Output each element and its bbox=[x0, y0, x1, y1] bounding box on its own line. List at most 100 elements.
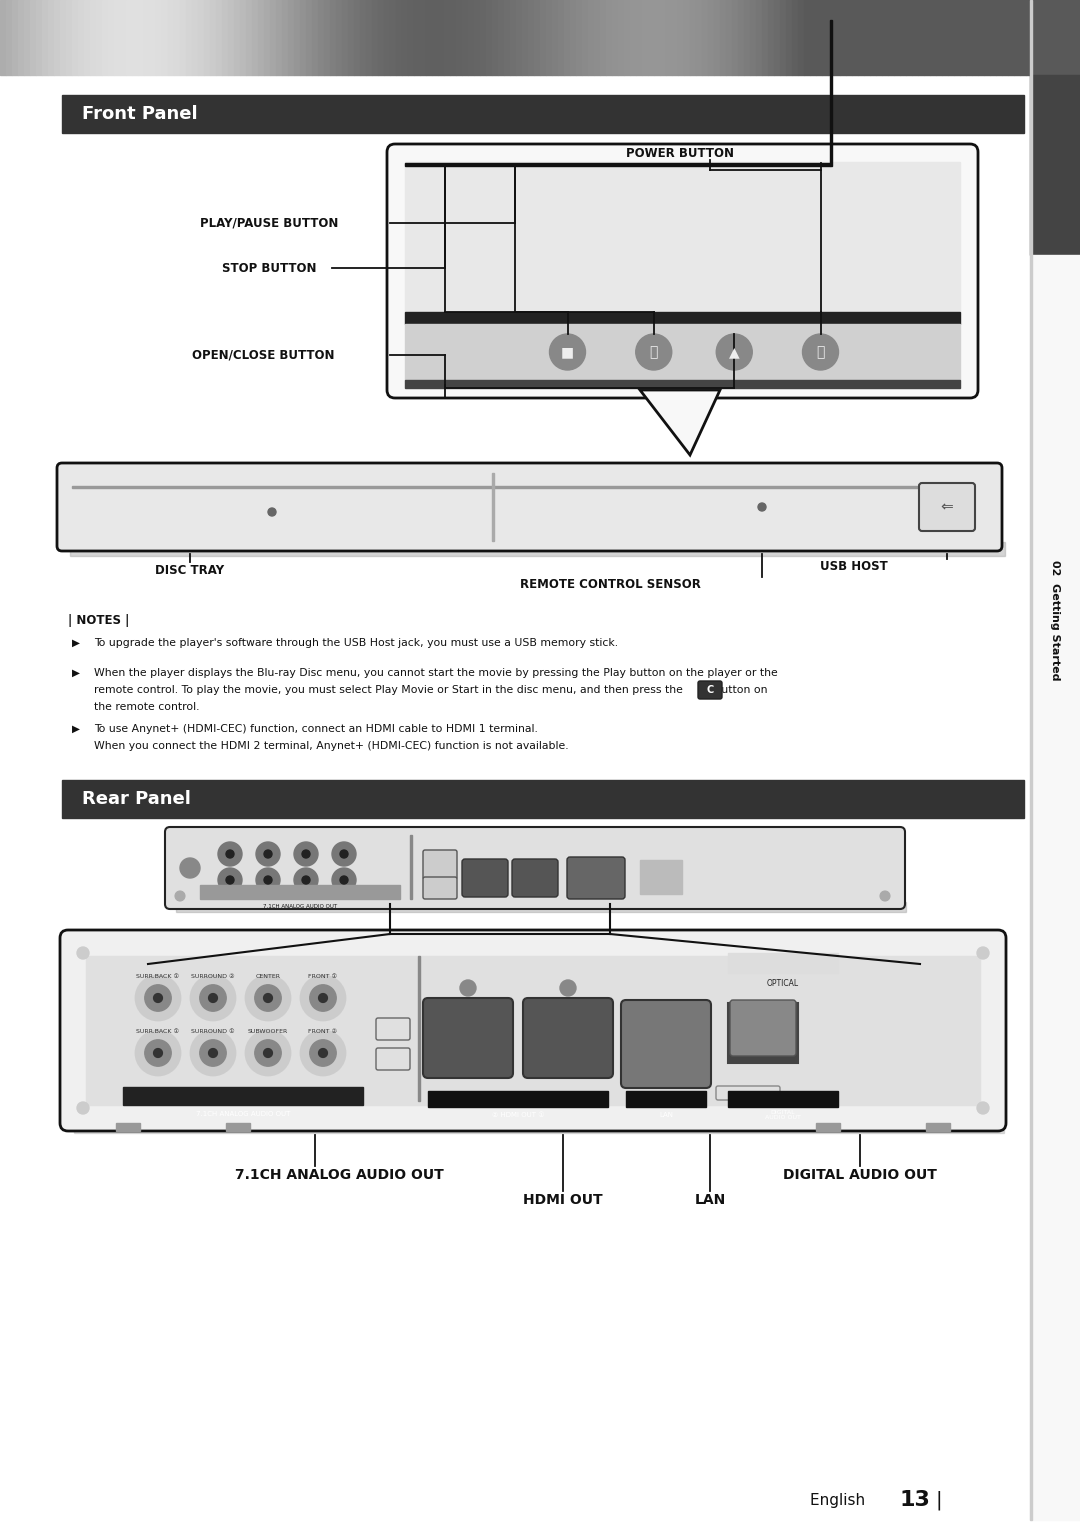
Circle shape bbox=[136, 1031, 180, 1075]
Bar bbox=[534, 0, 540, 75]
Circle shape bbox=[255, 985, 281, 1011]
Bar bbox=[132, 0, 138, 75]
Bar bbox=[936, 0, 942, 75]
Bar bbox=[504, 0, 510, 75]
Text: FRONT ②: FRONT ② bbox=[309, 1030, 338, 1034]
Bar bbox=[720, 0, 726, 75]
Bar bbox=[798, 0, 804, 75]
Bar bbox=[60, 0, 66, 75]
Bar bbox=[294, 0, 300, 75]
Bar bbox=[258, 0, 264, 75]
Text: OPTICAL: OPTICAL bbox=[767, 979, 799, 988]
Bar bbox=[252, 0, 258, 75]
Bar bbox=[762, 0, 768, 75]
Bar bbox=[138, 0, 144, 75]
Circle shape bbox=[77, 947, 89, 959]
Bar bbox=[728, 1091, 838, 1108]
Circle shape bbox=[264, 850, 272, 858]
Bar bbox=[234, 0, 240, 75]
Bar bbox=[480, 0, 486, 75]
Bar bbox=[738, 0, 744, 75]
Circle shape bbox=[301, 976, 345, 1020]
Bar bbox=[906, 0, 912, 75]
Bar bbox=[174, 0, 180, 75]
Bar bbox=[282, 0, 288, 75]
Bar bbox=[864, 0, 870, 75]
Bar bbox=[636, 0, 642, 75]
Bar bbox=[192, 0, 198, 75]
Bar bbox=[1020, 0, 1026, 75]
Bar bbox=[690, 0, 696, 75]
Text: STOP BUTTON: STOP BUTTON bbox=[222, 262, 316, 274]
Text: HDMI OUT: HDMI OUT bbox=[523, 1193, 603, 1207]
Bar bbox=[54, 0, 60, 75]
Bar bbox=[384, 0, 390, 75]
Circle shape bbox=[175, 892, 185, 901]
Bar bbox=[792, 0, 798, 75]
Text: ⏭: ⏭ bbox=[649, 345, 658, 358]
Circle shape bbox=[340, 876, 348, 884]
Text: ⏻: ⏻ bbox=[816, 345, 825, 358]
Bar bbox=[198, 0, 204, 75]
FancyBboxPatch shape bbox=[698, 682, 723, 699]
Bar bbox=[894, 0, 900, 75]
Bar bbox=[1026, 0, 1032, 75]
Text: the remote control.: the remote control. bbox=[94, 702, 200, 712]
Bar bbox=[642, 0, 648, 75]
Bar bbox=[810, 0, 816, 75]
Bar bbox=[666, 0, 672, 75]
Text: POWER BUTTON: POWER BUTTON bbox=[626, 147, 734, 159]
FancyBboxPatch shape bbox=[165, 827, 905, 908]
Bar bbox=[438, 0, 444, 75]
Circle shape bbox=[77, 1102, 89, 1114]
Bar bbox=[126, 0, 132, 75]
Circle shape bbox=[191, 976, 235, 1020]
Bar bbox=[1002, 0, 1008, 75]
Circle shape bbox=[153, 1048, 162, 1057]
Circle shape bbox=[136, 976, 180, 1020]
Bar bbox=[828, 0, 834, 75]
Bar bbox=[756, 0, 762, 75]
Circle shape bbox=[302, 850, 310, 858]
Bar bbox=[144, 0, 150, 75]
Bar bbox=[123, 1088, 363, 1105]
Bar bbox=[618, 0, 624, 75]
Bar bbox=[654, 0, 660, 75]
Bar bbox=[498, 0, 504, 75]
Text: 7.1CH ANALOG AUDIO OUT: 7.1CH ANALOG AUDIO OUT bbox=[262, 904, 337, 908]
Bar bbox=[684, 0, 690, 75]
FancyBboxPatch shape bbox=[730, 1000, 796, 1056]
Bar bbox=[831, 20, 832, 165]
Bar bbox=[816, 0, 822, 75]
Bar bbox=[162, 0, 168, 75]
FancyBboxPatch shape bbox=[462, 859, 508, 898]
Circle shape bbox=[302, 876, 310, 884]
Bar bbox=[624, 0, 630, 75]
Circle shape bbox=[310, 985, 336, 1011]
Bar bbox=[240, 0, 246, 75]
Bar bbox=[75, 1121, 1004, 1134]
Bar bbox=[402, 0, 408, 75]
Text: C: C bbox=[706, 685, 714, 696]
Bar bbox=[714, 0, 720, 75]
Bar bbox=[6, 0, 12, 75]
Circle shape bbox=[264, 1048, 272, 1057]
Bar bbox=[78, 0, 84, 75]
Circle shape bbox=[153, 994, 162, 1002]
Circle shape bbox=[977, 1102, 989, 1114]
Bar bbox=[228, 0, 234, 75]
Bar bbox=[1008, 0, 1014, 75]
Bar bbox=[870, 0, 876, 75]
Bar bbox=[816, 1123, 840, 1131]
Circle shape bbox=[332, 843, 356, 866]
Bar bbox=[630, 0, 636, 75]
Bar bbox=[426, 0, 432, 75]
Text: PLAY/PAUSE BUTTON: PLAY/PAUSE BUTTON bbox=[200, 216, 338, 230]
Bar bbox=[486, 0, 492, 75]
Text: ②: ② bbox=[464, 1102, 471, 1108]
Bar bbox=[405, 323, 960, 380]
Circle shape bbox=[208, 1048, 217, 1057]
Circle shape bbox=[208, 994, 217, 1002]
Bar bbox=[660, 0, 666, 75]
Text: To upgrade the player's software through the USB Host jack, you must use a USB m: To upgrade the player's software through… bbox=[94, 637, 618, 648]
